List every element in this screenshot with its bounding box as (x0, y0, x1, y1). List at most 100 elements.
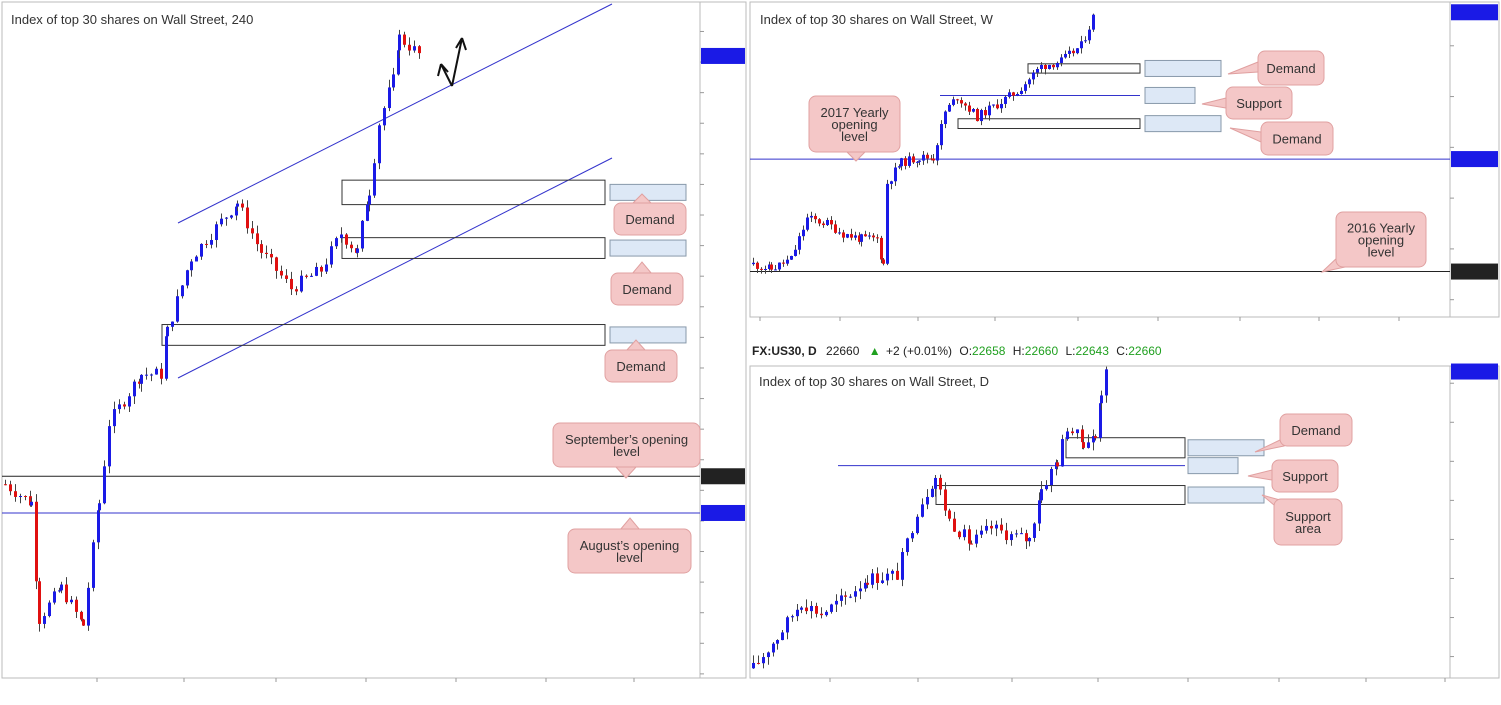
candle-body (794, 249, 797, 256)
candle-body (980, 530, 983, 535)
price-tag (1451, 151, 1498, 168)
candle-body (215, 224, 218, 240)
candle-body (810, 605, 813, 612)
candle-body (860, 234, 863, 242)
candle-body (1040, 64, 1043, 69)
candle-body (1076, 48, 1079, 54)
candle-body (796, 609, 799, 617)
candle-body (908, 156, 911, 166)
candle-body (1066, 431, 1069, 440)
candle-body (1082, 442, 1085, 448)
down-arrow-icon (437, 63, 453, 87)
candle-body (756, 262, 759, 269)
candle-body (82, 619, 85, 626)
candle-body (1080, 41, 1083, 49)
candle-body (270, 253, 273, 258)
callout-label: Demand (1291, 423, 1340, 438)
candle-body (772, 643, 775, 653)
candle-body (988, 105, 991, 116)
candle-body (19, 496, 22, 498)
candle-body (285, 275, 288, 279)
candle-body (408, 44, 411, 51)
candle-body (911, 533, 914, 539)
candle-body (886, 183, 889, 264)
candle-body (866, 582, 869, 585)
candle-body (815, 605, 818, 614)
candle-body (984, 110, 987, 116)
candle-body (350, 244, 353, 249)
candle-body (830, 220, 833, 225)
candle-body (968, 105, 971, 112)
candle-body (767, 652, 770, 658)
candle-body (256, 233, 259, 245)
candle-body (840, 595, 843, 601)
candle-body (830, 604, 833, 612)
callout-fill (554, 424, 699, 466)
quote-symbol: FX:US30, D (752, 344, 817, 358)
candle-body (300, 275, 303, 292)
callout-fill (606, 351, 676, 381)
candle-body (958, 531, 961, 538)
candle-body (140, 374, 143, 384)
candle-body (205, 243, 208, 245)
candle-body (992, 104, 995, 106)
demand-zone (1065, 437, 1186, 459)
demand-zone (161, 324, 606, 346)
candle-body (916, 161, 919, 163)
candle-body (92, 542, 95, 588)
candle-body (251, 228, 254, 234)
candle-body (939, 477, 942, 490)
callout-label: area (1295, 521, 1322, 536)
candle-body (340, 234, 343, 239)
candle-body (898, 166, 901, 168)
open-value: 22658 (972, 344, 1006, 358)
candle-body (195, 256, 198, 262)
candle-body (368, 195, 371, 205)
callout-label: level (1368, 245, 1395, 260)
price-tag (701, 468, 745, 485)
candle-body (166, 326, 169, 337)
candle-body (814, 215, 817, 220)
candle-body (776, 640, 779, 644)
candle-body (75, 599, 78, 612)
candle-body (145, 374, 148, 376)
zone-label-box (1187, 457, 1239, 475)
candle-body (762, 657, 765, 664)
channel-lower-line (177, 157, 613, 379)
candle-body (1000, 524, 1003, 531)
callout-label: level (616, 550, 643, 565)
candle-body (990, 525, 993, 529)
candle-body (948, 510, 951, 519)
candle-body (24, 496, 27, 498)
candle-body (1092, 14, 1095, 30)
candle-body (176, 296, 179, 322)
candle-body (864, 582, 867, 589)
candle-body (398, 34, 401, 51)
channel-upper-line (177, 3, 613, 224)
candle-body (58, 590, 61, 592)
candle-body (948, 104, 951, 112)
demand-zone (1027, 63, 1141, 74)
candle-body (886, 573, 889, 581)
callout-label: opening (831, 117, 877, 132)
up-arrow-icon (451, 37, 467, 87)
callout-label: Support (1282, 469, 1328, 484)
candle-body (310, 275, 313, 277)
candle-body (901, 552, 904, 580)
candle-body (361, 220, 364, 249)
candle-body (936, 145, 939, 161)
zone-label-box (1187, 439, 1265, 457)
candle-body (383, 108, 386, 126)
callout-fill (1281, 415, 1351, 445)
candle-body (200, 243, 203, 257)
candle-body (138, 381, 141, 384)
candle-body (275, 257, 278, 271)
callout-fill (612, 274, 682, 304)
candle-body (1100, 395, 1103, 404)
candle-body (38, 581, 41, 624)
candle-body (1040, 489, 1043, 501)
candle-body (1025, 533, 1028, 542)
candle-body (14, 491, 17, 497)
candle-body (225, 217, 228, 219)
